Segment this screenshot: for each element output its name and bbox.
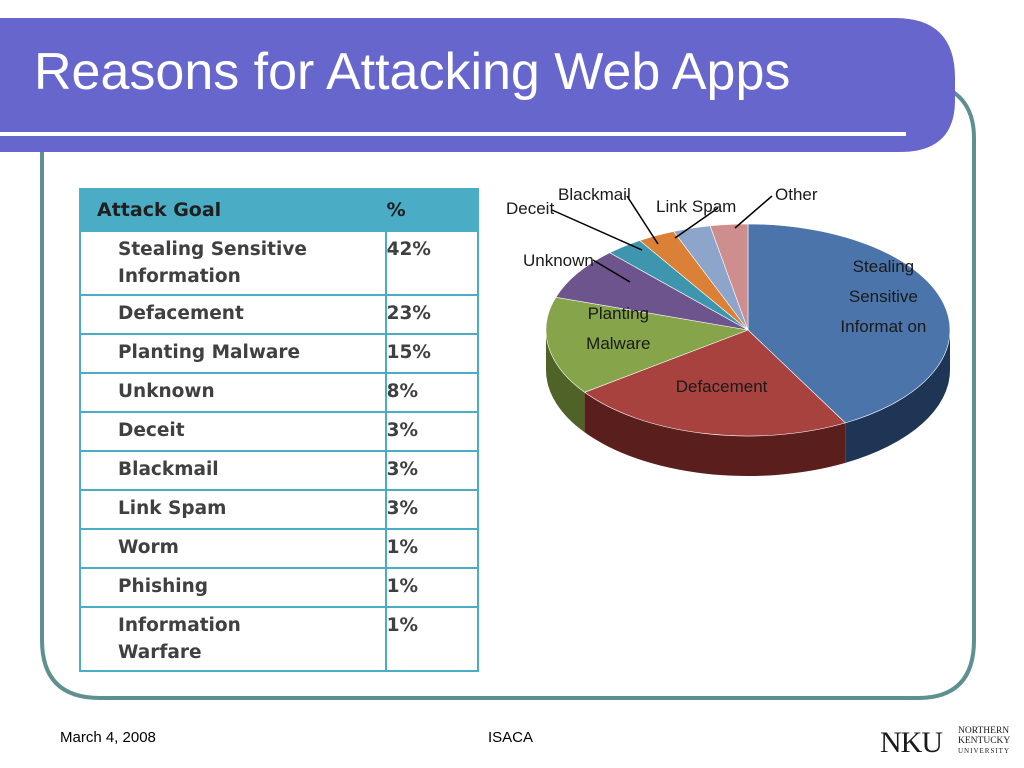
- pie-slice: [583, 329, 846, 437]
- attack-goal-text: Deceit: [118, 420, 185, 441]
- pie-leader-line: [551, 209, 643, 251]
- logo-line-3: UNIVERSITY: [958, 747, 1010, 755]
- pie-side-walls: [546, 330, 950, 476]
- attack-goal-text: Planting Malware: [118, 342, 301, 363]
- attack-goal-cell: Information Warfare: [79, 606, 387, 672]
- table-row: Planting Malware 15%: [79, 333, 480, 374]
- pie-chart: Stealing Sensitive Informat on Defacement Pl…: [506, 185, 951, 476]
- pie-slice-label: Deceit: [506, 199, 554, 218]
- attack-goal-text: Unknown: [118, 381, 215, 402]
- attack-goal-cell: Defacement: [79, 294, 387, 335]
- percent-cell: 3%: [384, 411, 480, 452]
- percent-cell: 1%: [384, 528, 480, 569]
- percent-cell: 1%: [384, 567, 480, 608]
- attack-goal-text-line2: Warfare: [118, 642, 202, 663]
- attack-goal-cell: Blackmail: [79, 450, 387, 491]
- pie-slice-label: Malware: [586, 334, 650, 353]
- table-row: Information Warfare 1%: [79, 606, 480, 672]
- pie-slice-label: Other: [775, 185, 818, 204]
- attack-goal-text-line2: Information: [118, 266, 241, 287]
- logo-line-1: NORTHERN: [958, 726, 1010, 736]
- slide-title: Reasons for Attacking Web Apps: [34, 43, 791, 101]
- nku-logo: NKU NORTHERN KENTUCKY UNIVERSITY: [880, 722, 1020, 762]
- percent-cell: 23%: [384, 294, 480, 335]
- table-row: Unknown 8%: [79, 372, 480, 413]
- table-row: Defacement 23%: [79, 294, 480, 335]
- pie-leader-line: [674, 207, 719, 239]
- pie-slice-label: Stealing: [853, 257, 914, 276]
- attack-goal-cell: Unknown: [79, 372, 387, 413]
- table-row: Link Spam 3%: [79, 489, 480, 530]
- pie-slice-side: [584, 392, 846, 476]
- pie-slice-label: Planting: [588, 304, 649, 323]
- pie-slice: [747, 223, 951, 424]
- footer-date: March 4, 2008: [60, 729, 156, 746]
- pie-slice-label: Link Spam: [656, 197, 736, 216]
- percent-cell: 3%: [384, 489, 480, 530]
- pie-slice-label: Informat on: [840, 317, 926, 336]
- attack-goal-cell: Deceit: [79, 411, 387, 452]
- percent-cell: 8%: [384, 372, 480, 413]
- attack-goal-cell: Planting Malware: [79, 333, 387, 374]
- table-header-row: Attack Goal %: [79, 188, 480, 232]
- attack-goal-cell: Phishing: [79, 567, 387, 608]
- pie-leader-line: [626, 195, 659, 245]
- logo-letters: NKU: [880, 726, 943, 759]
- pie-slice: [555, 252, 749, 331]
- table-row: Blackmail 3%: [79, 450, 480, 491]
- pie-slice: [545, 296, 750, 393]
- pie-labels: Stealing Sensitive Informat on Defacement Pl…: [506, 185, 926, 396]
- table-row: Worm 1%: [79, 528, 480, 569]
- attack-goal-cell: Link Spam: [79, 489, 387, 530]
- attack-goal-cell: Stealing Sensitive Information: [79, 230, 387, 296]
- attack-goal-text: Link Spam: [118, 498, 227, 519]
- attack-goal-text: Worm: [118, 537, 179, 558]
- percent-cell: 1%: [384, 606, 480, 672]
- pie-slice-label: Sensitive: [849, 287, 918, 306]
- percent-cell: 15%: [384, 333, 480, 374]
- header-percent: %: [384, 188, 480, 232]
- pie-slice-label: Unknown: [523, 251, 594, 270]
- attack-goal-text: Defacement: [118, 303, 244, 324]
- attack-goal-text: Blackmail: [118, 459, 219, 480]
- attack-goal-text: Phishing: [118, 576, 209, 597]
- logo-university-name: NORTHERN KENTUCKY UNIVERSITY: [958, 726, 1010, 756]
- table-row: Stealing Sensitive Information 42%: [79, 230, 480, 296]
- pie-leader-line: [734, 195, 773, 229]
- attack-goal-table: Attack Goal % Stealing Sensitive Informat…: [79, 188, 480, 672]
- pie-slice-label: Defacement: [676, 377, 768, 396]
- footer-center-text: ISACA: [488, 729, 534, 746]
- percent-cell: 3%: [384, 450, 480, 491]
- pie-slice: [709, 223, 749, 331]
- percent-cell: 42%: [384, 230, 480, 296]
- pie-slice-label: Blackmail: [558, 185, 631, 204]
- pie-slice-side: [546, 330, 585, 433]
- pie-leader-line: [592, 259, 631, 283]
- table-row: Deceit 3%: [79, 411, 480, 452]
- pie-top-faces: [545, 223, 951, 437]
- attack-goal-text: Information: [118, 615, 241, 636]
- header-attack-goal: Attack Goal: [79, 188, 387, 232]
- logo-line-2: KENTUCKY: [958, 736, 1011, 746]
- table-body: Stealing Sensitive Information 42% Defaceme…: [79, 230, 480, 672]
- pie-slice-side: [845, 330, 950, 463]
- table-row: Phishing 1%: [79, 567, 480, 608]
- attack-goal-text: Stealing Sensitive: [118, 239, 307, 260]
- attack-goal-cell: Worm: [79, 528, 387, 569]
